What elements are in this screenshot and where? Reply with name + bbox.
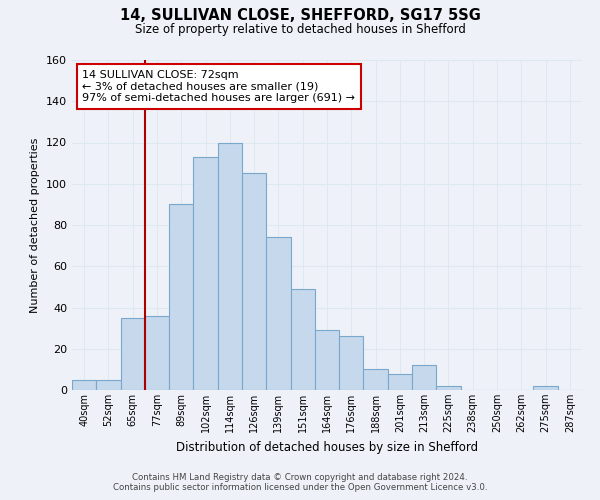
Text: 14, SULLIVAN CLOSE, SHEFFORD, SG17 5SG: 14, SULLIVAN CLOSE, SHEFFORD, SG17 5SG	[119, 8, 481, 22]
X-axis label: Distribution of detached houses by size in Shefford: Distribution of detached houses by size …	[176, 440, 478, 454]
Bar	[169, 204, 193, 390]
Y-axis label: Number of detached properties: Number of detached properties	[31, 138, 40, 312]
Bar	[266, 238, 290, 390]
Bar	[121, 318, 145, 390]
Bar	[533, 386, 558, 390]
Bar	[388, 374, 412, 390]
Bar	[364, 370, 388, 390]
Bar	[218, 142, 242, 390]
Text: 14 SULLIVAN CLOSE: 72sqm
← 3% of detached houses are smaller (19)
97% of semi-de: 14 SULLIVAN CLOSE: 72sqm ← 3% of detache…	[82, 70, 355, 103]
Bar	[72, 380, 96, 390]
Bar	[290, 289, 315, 390]
Bar	[315, 330, 339, 390]
Bar	[193, 157, 218, 390]
Bar	[96, 380, 121, 390]
Bar	[339, 336, 364, 390]
Bar	[412, 365, 436, 390]
Text: Contains HM Land Registry data © Crown copyright and database right 2024.
Contai: Contains HM Land Registry data © Crown c…	[113, 473, 487, 492]
Text: Size of property relative to detached houses in Shefford: Size of property relative to detached ho…	[134, 22, 466, 36]
Bar	[436, 386, 461, 390]
Bar	[242, 174, 266, 390]
Bar	[145, 316, 169, 390]
